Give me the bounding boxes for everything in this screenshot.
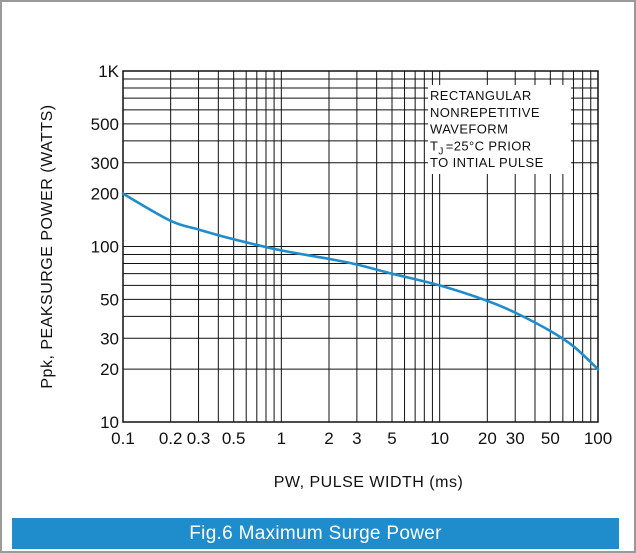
annotation-line: TO INTIAL PULSE bbox=[430, 155, 544, 170]
x-tick-label: 0.1 bbox=[111, 429, 135, 448]
y-tick-label: 500 bbox=[91, 115, 119, 134]
x-tick-label: 10 bbox=[430, 429, 449, 448]
y-tick-label: 50 bbox=[100, 290, 119, 309]
figure-caption: Fig.6 Maximum Surge Power bbox=[12, 518, 619, 549]
annotation-line: TJ =25°C PRIOR bbox=[430, 138, 532, 157]
y-tick-label: 100 bbox=[91, 238, 119, 257]
x-tick-label: 1 bbox=[277, 429, 286, 448]
x-tick-label: 3 bbox=[352, 429, 361, 448]
x-tick-label: 30 bbox=[506, 429, 525, 448]
annotation-line: NONREPETITIVE bbox=[430, 105, 540, 120]
annotation-box bbox=[428, 85, 571, 174]
x-tick-label: 0.3 bbox=[187, 429, 211, 448]
x-tick-label: 2 bbox=[324, 429, 333, 448]
x-tick-label: 0.5 bbox=[222, 429, 246, 448]
x-tick-label: 50 bbox=[541, 429, 560, 448]
y-axis-label: Ppk, PEAKSURGE POWER (WATTS) bbox=[39, 104, 56, 388]
x-tick-label: 20 bbox=[478, 429, 497, 448]
x-tick-label: 100 bbox=[584, 429, 612, 448]
x-tick-label: 0.2 bbox=[159, 429, 183, 448]
x-axis-label: PW, PULSE WIDTH (ms) bbox=[274, 474, 464, 491]
y-tick-label: 200 bbox=[91, 185, 119, 204]
plot-border bbox=[122, 70, 599, 423]
annotation-line: RECTANGULAR bbox=[430, 88, 532, 103]
surge-power-curve bbox=[121, 192, 600, 371]
y-tick-label: 30 bbox=[100, 329, 119, 348]
y-tick-label: 10 bbox=[100, 413, 119, 432]
annotation-line: WAVEFORM bbox=[430, 122, 508, 137]
y-tick-label: 300 bbox=[91, 154, 119, 173]
y-tick-label: 20 bbox=[100, 360, 119, 379]
y-tick-label: 1K bbox=[98, 62, 119, 81]
x-tick-label: 5 bbox=[387, 429, 396, 448]
